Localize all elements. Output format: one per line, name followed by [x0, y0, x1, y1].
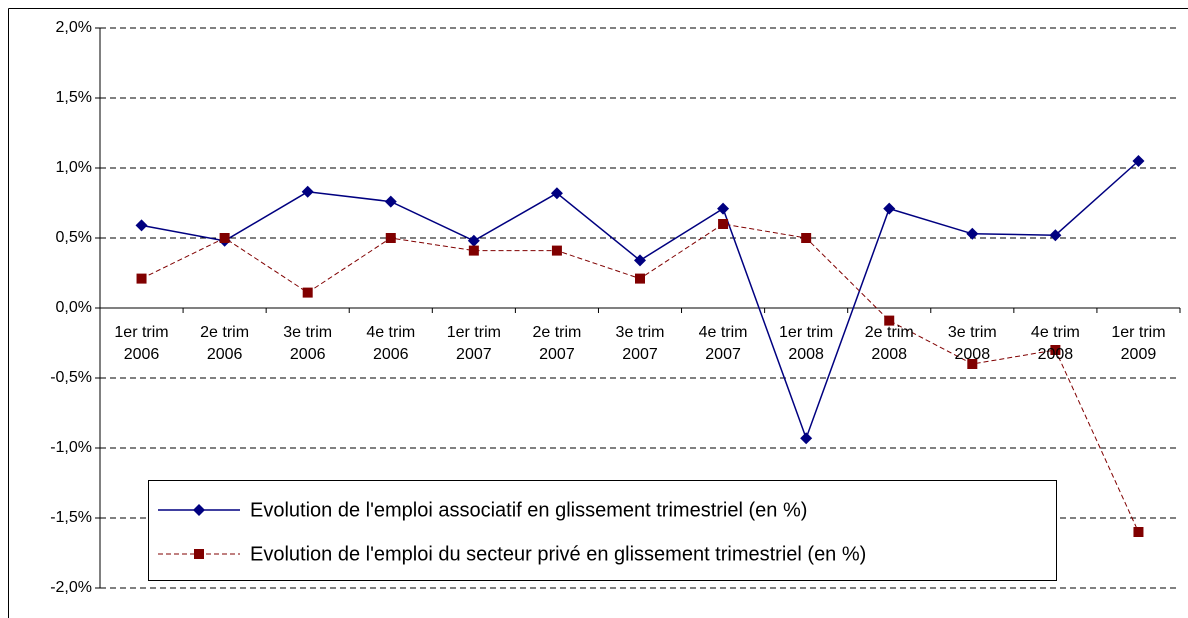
- point: [385, 233, 396, 243]
- legend-box: [148, 480, 1057, 581]
- y-tick-label: -0,5%: [50, 369, 92, 386]
- y-tick-label: 0,0%: [56, 299, 92, 316]
- point: [1132, 155, 1145, 167]
- legend-marker: [194, 549, 204, 559]
- point: [800, 432, 813, 445]
- point: [467, 234, 480, 247]
- x-tick-label: 4e trim 2008: [1030, 324, 1080, 363]
- x-tick-label: 3e trim 2006: [283, 324, 333, 363]
- point: [551, 245, 562, 256]
- y-tick-label: 1,0%: [56, 159, 92, 176]
- series-line: [141, 160, 1139, 441]
- x-tick-label: 2e trim 2008: [864, 324, 914, 363]
- point: [718, 219, 729, 229]
- point: [883, 202, 896, 215]
- x-tick-label: 1er trim 2007: [446, 324, 501, 363]
- x-tick-label: 3e trim 2008: [947, 324, 997, 363]
- point: [219, 233, 230, 243]
- x-tick-label: 3e trim 2007: [615, 324, 665, 363]
- legend-marker: [193, 504, 205, 516]
- point: [136, 273, 147, 284]
- point: [634, 254, 646, 267]
- point: [384, 195, 397, 208]
- x-tick-label: 4e trim 2006: [366, 324, 416, 363]
- x-tick-label: 1er trim 2009: [1111, 324, 1166, 363]
- point: [884, 315, 895, 326]
- y-tick-label: 2,0%: [56, 19, 92, 36]
- legend-label: Evolution de l'emploi associatif en glis…: [250, 499, 807, 521]
- y-tick-label: 0,5%: [56, 229, 92, 246]
- x-tick-label: 1er trim 2006: [114, 324, 169, 363]
- x-tick-label: 1er trim 2008: [779, 324, 834, 363]
- point: [1050, 345, 1061, 355]
- point: [966, 227, 979, 240]
- y-tick-label: -1,5%: [50, 509, 92, 526]
- y-tick-label: 1,5%: [56, 89, 92, 106]
- x-tick-label: 2e trim 2007: [532, 324, 582, 363]
- point: [1049, 229, 1062, 242]
- legend-label: Evolution de l'emploi du secteur privé e…: [250, 543, 866, 565]
- point: [801, 233, 812, 243]
- point: [302, 287, 313, 298]
- point: [468, 245, 479, 256]
- point: [550, 187, 563, 200]
- point: [635, 273, 645, 284]
- point: [301, 185, 314, 198]
- y-tick-label: -2,0%: [50, 579, 92, 596]
- point: [135, 219, 148, 232]
- y-tick-label: -1,0%: [50, 439, 92, 456]
- point: [717, 202, 730, 215]
- point: [967, 359, 978, 369]
- x-tick-label: 4e trim 2007: [698, 324, 748, 363]
- point: [1133, 527, 1144, 537]
- x-tick-label: 2e trim 2006: [200, 324, 250, 363]
